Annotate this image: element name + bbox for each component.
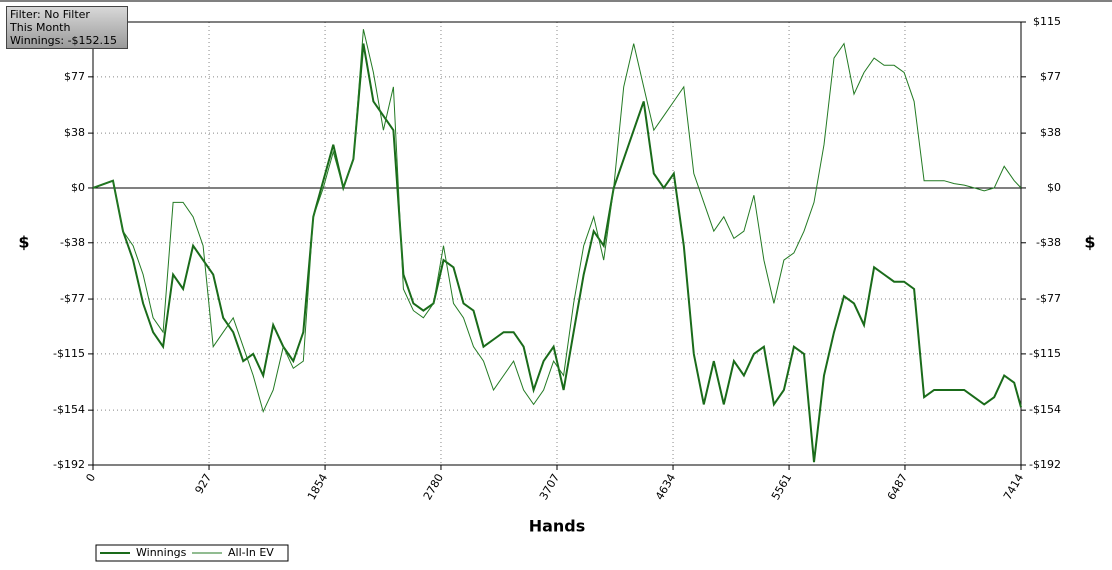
y-tick-label: -$38: [60, 236, 85, 249]
legend-label: Winnings: [136, 546, 187, 559]
info-box: Filter: No Filter This Month Winnings: -…: [6, 6, 128, 49]
y2-tick-label: -$77: [1036, 292, 1061, 305]
y2-tick-label: $77: [1040, 70, 1061, 83]
y2-axis-label: $: [1084, 233, 1095, 252]
x-axis-label: Hands: [529, 517, 586, 536]
info-line: Winnings: -$152.15: [10, 34, 118, 47]
x-tick-label: 5561: [769, 472, 794, 503]
y-tick-label: $77: [64, 70, 85, 83]
info-line: This Month: [10, 21, 71, 34]
y2-tick-label: -$115: [1029, 347, 1061, 360]
x-tick-label: 2780: [421, 472, 446, 503]
y-tick-label: $0: [71, 181, 85, 194]
x-tick-label: 7414: [1001, 472, 1026, 503]
y-tick-label: $38: [64, 126, 85, 139]
series-line: [92, 29, 1022, 414]
y2-tick-label: $38: [1040, 126, 1061, 139]
y-tick-label: -$192: [53, 458, 85, 471]
x-tick-label: 6487: [885, 472, 910, 503]
y2-tick-label: $0: [1047, 181, 1061, 194]
legend-label: All-In EV: [228, 546, 274, 559]
y2-tick-label: $115: [1033, 15, 1061, 28]
x-tick-label: 4634: [653, 472, 678, 503]
x-tick-label: 3707: [537, 472, 562, 503]
y-axis-label: $: [18, 233, 29, 252]
x-tick-label: 0: [83, 472, 98, 485]
y-tick-label: -$115: [53, 347, 85, 360]
info-line: Filter: No Filter: [10, 8, 90, 21]
y2-tick-label: -$192: [1029, 458, 1061, 471]
x-tick-label: 1854: [305, 472, 330, 503]
series-line: [92, 43, 1022, 463]
plot-frame: [92, 21, 1022, 466]
y-tick-label: -$77: [60, 292, 85, 305]
y-tick-label: -$154: [53, 403, 85, 416]
y2-tick-label: -$154: [1029, 403, 1061, 416]
y2-tick-label: -$38: [1036, 236, 1061, 249]
x-tick-label: 927: [192, 472, 214, 497]
